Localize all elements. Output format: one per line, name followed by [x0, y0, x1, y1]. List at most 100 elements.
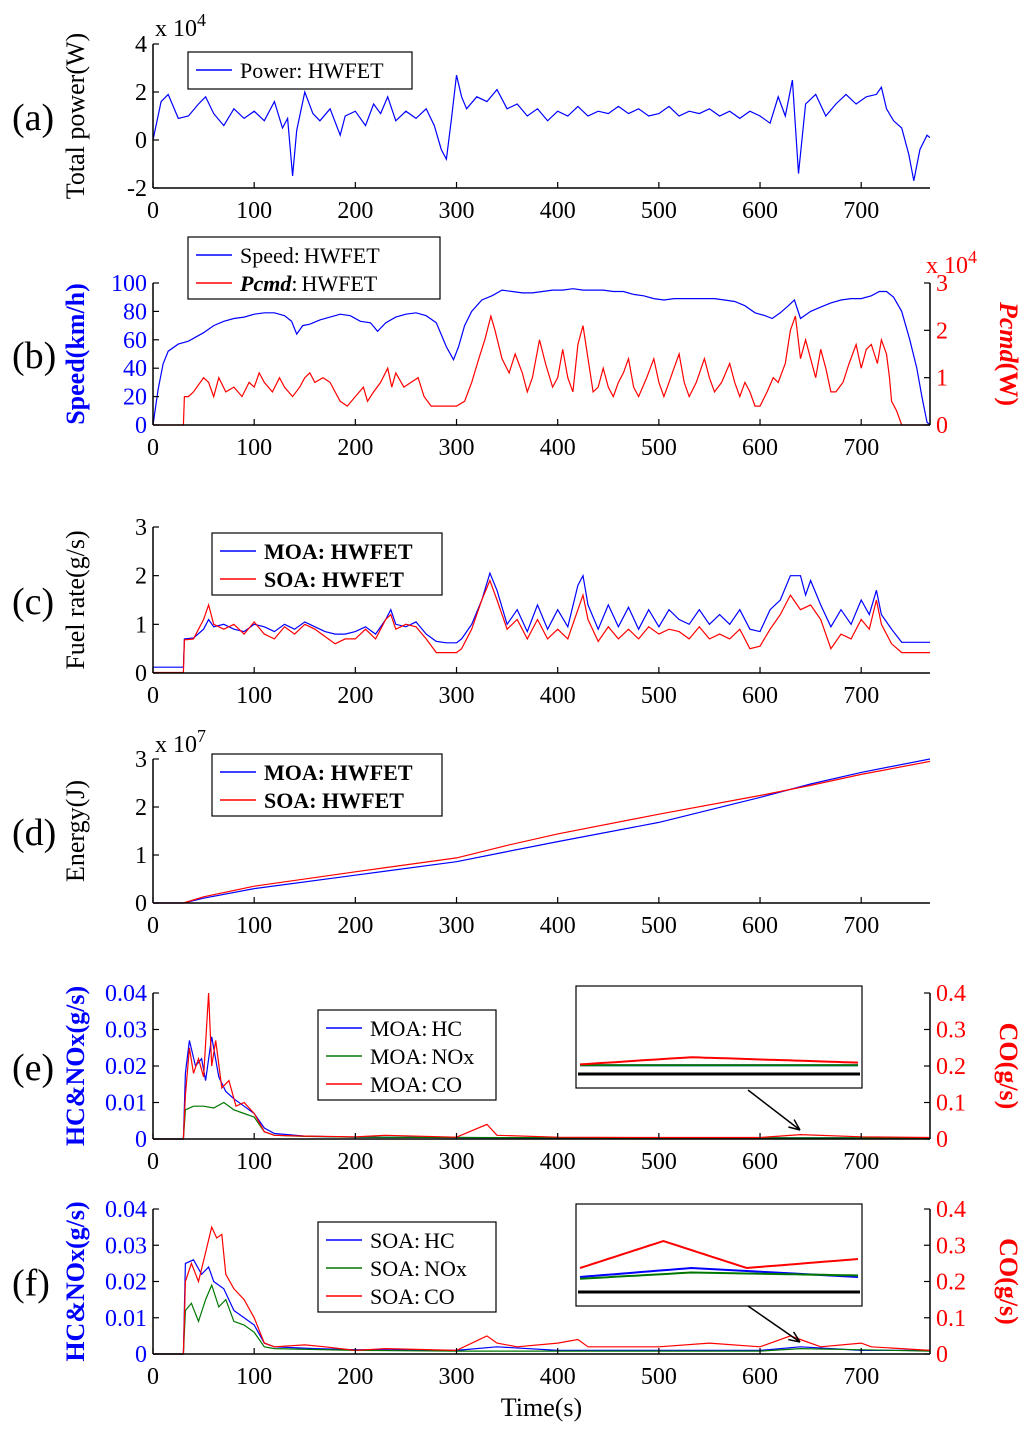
y-tick-label-right: 0 — [936, 1127, 948, 1153]
legend: MOA: HC MOA: NOx MOA: CO — [317, 1009, 497, 1101]
panel-label: (b) — [12, 335, 56, 377]
y-axis-label: Fuel rate(g/s) — [61, 530, 90, 669]
x-tick-label: 100 — [236, 913, 272, 939]
x-tick-label: 200 — [337, 1364, 373, 1390]
x-tick-label: 300 — [439, 913, 475, 939]
y-tick-label-right: 0.4 — [936, 981, 966, 1007]
x-tick-label: 100 — [236, 198, 272, 224]
y-tick-label: 0.02 — [105, 1270, 147, 1296]
legend-entry: MOA: HWFET — [264, 539, 413, 564]
x-tick-label: 700 — [843, 435, 879, 461]
y-tick-label-right: 0.2 — [936, 1270, 966, 1296]
x-tick-label: 200 — [337, 913, 373, 939]
y-tick-label: 0.03 — [105, 1018, 147, 1044]
y-tick-label: 80 — [123, 299, 147, 325]
x-tick-label: 0 — [147, 198, 159, 224]
series-line-power-hwfet — [153, 75, 930, 181]
y-tick-label-right: 1 — [936, 366, 948, 392]
panel-label: (a) — [12, 97, 54, 139]
y-tick-label-right: 0 — [936, 413, 948, 439]
y-tick-label-right: 0.3 — [936, 1233, 966, 1259]
y-tick-label: 0.01 — [105, 1306, 147, 1332]
y-tick-label: 4 — [135, 32, 147, 58]
panel-label: (f) — [12, 1263, 50, 1305]
panel-c: 0 100 200 300 400 500 600 700 0 1 2 3 (c) Fuel rate(g… — [12, 515, 930, 709]
legend-box — [211, 532, 443, 596]
y-tick-label-right: 0.1 — [936, 1091, 966, 1117]
zoom-arrow-line — [747, 1305, 801, 1343]
x-tick-label: 0 — [147, 913, 159, 939]
x-tick-label: 0 — [147, 1364, 159, 1390]
x-axis-label: Time(s) — [501, 1393, 582, 1422]
x-tick-label: 500 — [641, 683, 677, 709]
x-tick-label: 100 — [236, 1149, 272, 1175]
y-tick-label: 0.02 — [105, 1054, 147, 1080]
panel-label: (c) — [12, 581, 54, 623]
panel-label: (e) — [12, 1047, 54, 1089]
y-tick-label-right: 0.1 — [936, 1306, 966, 1332]
x-tick-label: 700 — [843, 198, 879, 224]
x-tick-label: 0 — [147, 435, 159, 461]
zoom-inset — [575, 1203, 863, 1343]
x-tick-label: 300 — [439, 683, 475, 709]
legend-entry: Pcmd: HWFET — [239, 271, 378, 296]
y-tick-label: 40 — [123, 356, 147, 382]
legend: Speed: HWFET Pcmd: HWFET — [187, 236, 441, 300]
y-axis-label-right: Pcmd(W) — [994, 301, 1023, 406]
y-tick-label-right: 0.3 — [936, 1018, 966, 1044]
zoom-inset — [575, 985, 863, 1131]
series-line-pcmd-hwfet — [153, 313, 930, 426]
x-tick-label: 200 — [337, 435, 373, 461]
x-tick-label: 400 — [540, 1149, 576, 1175]
legend-entry: Power: HWFET — [240, 58, 384, 83]
series-line-moa-co — [153, 992, 930, 1140]
x-tick-label: 400 — [540, 198, 576, 224]
series-line-soa-hwfet — [153, 760, 930, 904]
y-axis-label: Total power(W) — [61, 33, 90, 199]
panel-label: (d) — [12, 812, 56, 854]
x-tick-label: 500 — [641, 913, 677, 939]
x-tick-label: 200 — [337, 683, 373, 709]
y-tick-label: 0 — [135, 1127, 147, 1153]
x-tick-label: 300 — [439, 198, 475, 224]
series-line-soa-hwfet — [153, 578, 930, 674]
y-tick-label: 1 — [135, 612, 147, 638]
y-axis-label: Energy(J) — [61, 780, 90, 882]
zoom-inset-series — [579, 1271, 859, 1280]
legend-entry: MOA: HC — [370, 1016, 462, 1041]
zoom-arrow-head — [788, 1119, 801, 1131]
legend-box — [187, 236, 441, 300]
y-tick-label: 2 — [135, 795, 147, 821]
y-tick-label-right: 0 — [936, 1342, 948, 1368]
x-tick-label: 600 — [742, 1149, 778, 1175]
x-tick-label: 400 — [540, 913, 576, 939]
x-tick-label: 700 — [843, 913, 879, 939]
panel-e: 0 100 200 300 400 500 600 700 0 0.01 0.02 0.03 0.04 0… — [12, 981, 1023, 1175]
legend-entry: MOA: HWFET — [264, 760, 413, 785]
x-tick-label: 200 — [337, 198, 373, 224]
y-tick-label: 0.04 — [105, 1197, 147, 1223]
legend-entry: MOA: NOx — [370, 1044, 474, 1069]
x-tick-label: 600 — [742, 913, 778, 939]
legend-entry: SOA: HWFET — [264, 788, 404, 813]
series-line-speed-hwfet — [153, 288, 930, 426]
x-tick-label: 400 — [540, 683, 576, 709]
panel-d: 0 100 200 300 400 500 600 700 0 1 2 3 x 107 (d) Energy… — [12, 726, 930, 939]
legend-box — [211, 753, 443, 817]
y-tick-label: 20 — [123, 385, 147, 411]
legend-entry: Speed: HWFET — [240, 243, 380, 268]
y-tick-label: 3 — [135, 515, 147, 541]
legend-box — [317, 1221, 497, 1313]
y-exponent-label: x 104 — [155, 10, 206, 42]
y-tick-label-right: 3 — [936, 271, 948, 297]
y-tick-label: 0 — [135, 1342, 147, 1368]
y-tick-label: 100 — [111, 271, 147, 297]
zoom-arrow-head — [788, 1331, 801, 1343]
series-line-moa-nox — [153, 1101, 930, 1140]
x-tick-label: 700 — [843, 683, 879, 709]
y-tick-label: 0.04 — [105, 981, 147, 1007]
x-tick-label: 300 — [439, 1149, 475, 1175]
y-axis-label: HC&NOx(g/s) — [61, 986, 90, 1146]
y-tick-label: -2 — [127, 176, 147, 202]
